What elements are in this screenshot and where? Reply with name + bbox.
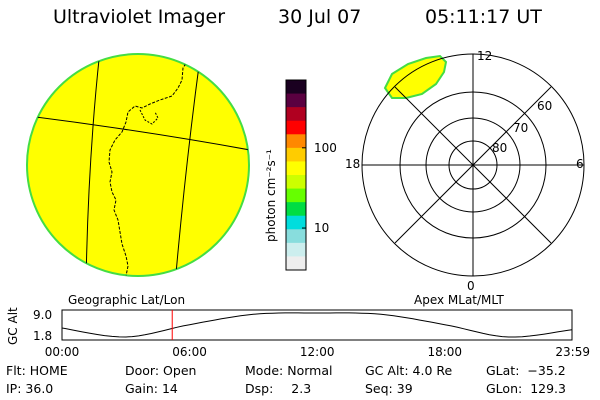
color-bar-frame (285, 79, 307, 271)
altitude-ytick-high: 9.0 (33, 308, 52, 322)
color-bar-cell (286, 202, 306, 217)
color-bar-cell (286, 175, 306, 190)
polar-panel: 12 18 6 0 60 70 80 (345, 49, 585, 293)
status-ip: IP: 36.0 (6, 381, 53, 396)
color-bar-tick-label: 100 (314, 141, 337, 155)
mlt-label-0: 0 (467, 279, 475, 293)
status-flt: Flt: HOME (6, 363, 68, 378)
color-bar-cell (286, 161, 306, 176)
status-dsp-value: 2.3 (291, 381, 312, 396)
status-seq-value: 39 (396, 381, 413, 396)
status-flt-label: Flt: (6, 363, 26, 378)
status-door-label: Door: (125, 363, 160, 378)
geo-disk (26, 53, 250, 277)
color-bar: 100 10 photon cm⁻²s⁻¹ (264, 79, 337, 271)
mlt-label-18: 18 (345, 157, 360, 171)
color-bar-cell (286, 147, 306, 162)
color-bar-cell (286, 120, 306, 135)
color-bar-cell (286, 188, 306, 203)
status-gain-label: Gain: (125, 381, 158, 396)
color-bar-cell (286, 256, 306, 271)
color-bar-cell (286, 107, 306, 122)
status-gain-value: 14 (161, 381, 178, 396)
time-label: 05:11:17 UT (425, 6, 542, 28)
altitude-xtick-label: 00:00 (45, 345, 80, 359)
color-bar-tick-label: 10 (314, 221, 329, 235)
status-flt-value: HOME (29, 363, 68, 378)
status-ip-label: IP: (6, 381, 22, 396)
coastline-gulf (139, 109, 159, 125)
status-glon-label: GLon: (486, 381, 523, 396)
status-gc-alt-value: 4.0 Re (412, 363, 453, 378)
altitude-ylabel: GC Alt (6, 307, 20, 345)
altitude-xtick-label: 18:00 (427, 345, 462, 359)
instrument-title: Ultraviolet Imager (53, 6, 226, 28)
mlt-label-6: 6 (576, 157, 584, 171)
color-bar-cell (286, 229, 306, 244)
aurora-oval (383, 54, 448, 99)
status-glat: GLat: −35.2 (486, 363, 566, 378)
status-seq-label: Seq: (365, 381, 393, 396)
coastline (108, 59, 189, 276)
altitude-xtick-label: 12:00 (300, 345, 335, 359)
status-glat-label: GLat: (486, 363, 520, 378)
polar-panel-label: Apex MLat/MLT (414, 293, 504, 307)
title-bar: Ultraviolet Imager 30 Jul 07 05:11:17 UT (0, 6, 600, 32)
mlat-label-80: 80 (492, 141, 507, 155)
color-bar-cell (286, 242, 306, 257)
mlat-label-70: 70 (513, 121, 528, 135)
geo-lon-line-west (85, 54, 101, 276)
altitude-xtick-label: 06:00 (172, 345, 207, 359)
coastline-island (204, 61, 235, 75)
altitude-ytick-low: 1.8 (33, 329, 52, 343)
color-bar-cell (286, 215, 306, 230)
color-bar-cell (286, 134, 306, 149)
polar-diagonal-2 (394, 86, 552, 244)
color-bar-ticks: 100 10 (302, 141, 337, 235)
geographic-map-panel (26, 53, 250, 277)
status-gc-alt: GC Alt: 4.0 Re (365, 363, 452, 378)
status-ip-value: 36.0 (25, 381, 54, 396)
geo-lat-line (27, 114, 249, 151)
status-door: Door: Open (125, 363, 196, 378)
status-mode-label: Mode: (245, 363, 284, 378)
status-gain: Gain: 14 (125, 381, 178, 396)
color-bar-unit-label: photon cm⁻²s⁻¹ (264, 149, 278, 242)
color-bar-cells (286, 80, 306, 271)
status-mode-value: Normal (287, 363, 333, 378)
status-glon: GLon: 129.3 (486, 381, 566, 396)
color-bar-cell (286, 93, 306, 108)
status-door-value: Open (163, 363, 197, 378)
status-mode: Mode: Normal (245, 363, 333, 378)
status-gc-alt-label: GC Alt: (365, 363, 409, 378)
status-dsp-label: Dsp: (245, 381, 274, 396)
color-bar-cell (286, 80, 306, 95)
date-label: 30 Jul 07 (278, 6, 362, 28)
altitude-xticks: 00:00 06:00 12:00 18:00 23:59 (45, 345, 590, 359)
altitude-plot: GC Alt 9.0 1.8 00:00 06:00 12:00 18:00 23:59 (6, 307, 590, 359)
mlt-label-12: 12 (477, 49, 492, 63)
geo-lon-line-east (174, 57, 201, 276)
status-seq: Seq: 39 (365, 381, 413, 396)
altitude-plot-frame (61, 309, 573, 341)
status-glon-value: 129.3 (530, 381, 566, 396)
status-glat-value: −35.2 (527, 363, 566, 378)
altitude-curve (62, 312, 572, 338)
altitude-xtick-label: 23:59 (555, 345, 590, 359)
status-dsp: Dsp: 2.3 (245, 381, 311, 396)
geo-panel-label: Geographic Lat/Lon (68, 293, 185, 307)
mlat-label-60: 60 (537, 99, 552, 113)
